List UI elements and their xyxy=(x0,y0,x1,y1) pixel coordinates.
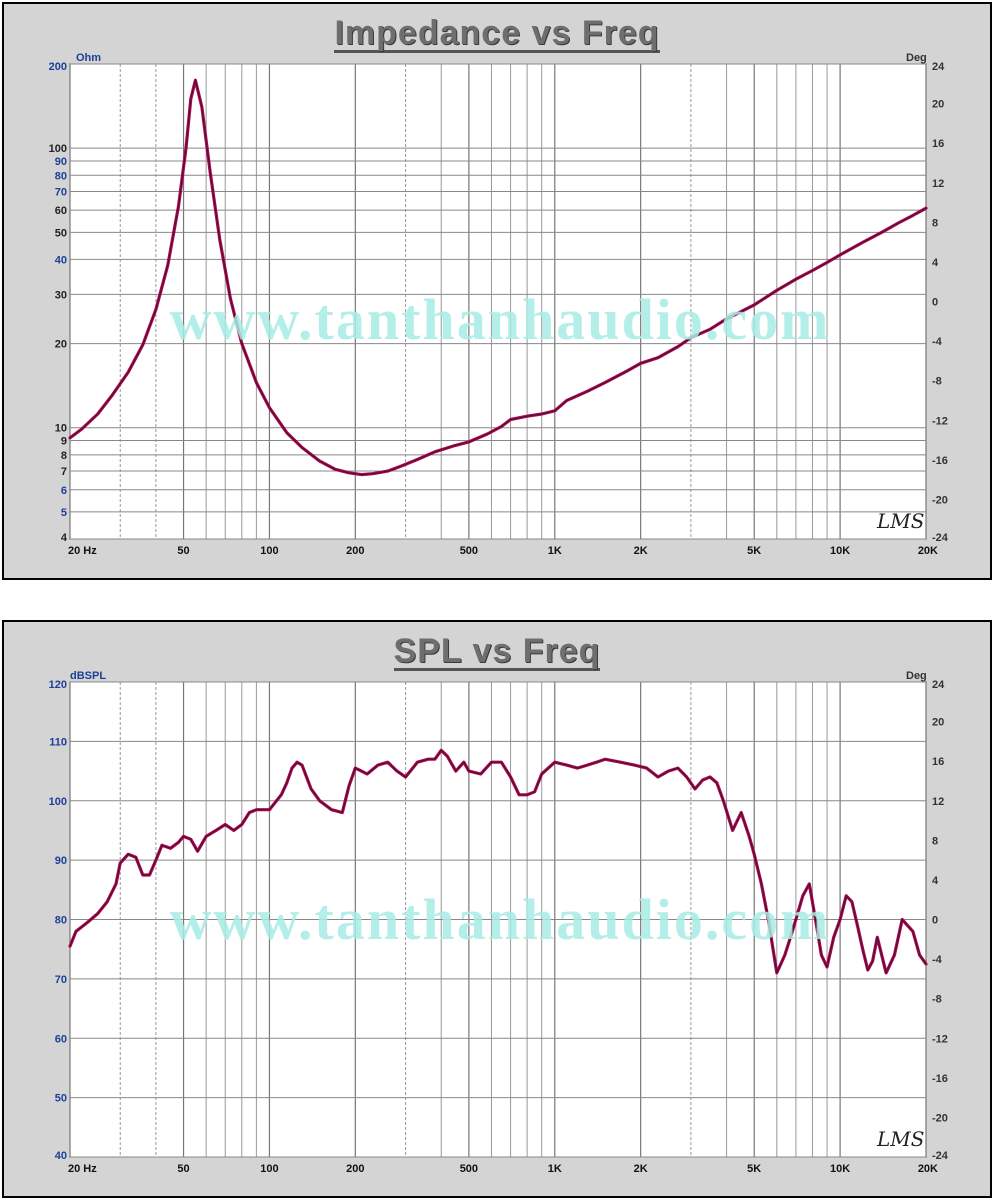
impedance-y-tick-label: 80 xyxy=(55,170,67,182)
spl-y-tick-label: 50 xyxy=(55,1093,67,1105)
spl-chart-title: SPL vs Freq xyxy=(393,632,601,671)
impedance-series-line-core xyxy=(69,79,927,476)
impedance-y-tick-label: 50 xyxy=(55,227,67,239)
spl-x-tick-label: 1K xyxy=(548,1163,562,1175)
spl-left-axis-unit: dBSPL xyxy=(70,670,107,682)
spl-grid xyxy=(69,681,927,1158)
spl-right-axis-unit: Deg xyxy=(906,670,927,682)
impedance-chart-title: Impedance vs Freq xyxy=(334,14,660,53)
impedance-y-tick-label: 9 xyxy=(61,436,67,448)
impedance-x-tick-label: 1K xyxy=(548,545,562,557)
impedance-y2-tick-label: 0 xyxy=(932,297,938,309)
impedance-y-tick-label: 5 xyxy=(61,507,67,519)
impedance-y-tick-label: 100 xyxy=(49,143,67,155)
spl-y-tick-label: 90 xyxy=(55,855,67,867)
impedance-y2-tick-label: 12 xyxy=(932,178,944,190)
impedance-x-tick-label: 20 Hz xyxy=(68,545,97,557)
impedance-right-axis-unit: Deg xyxy=(906,52,927,64)
spl-x-tick-label: 2K xyxy=(634,1163,648,1175)
impedance-y-tick-label: 4 xyxy=(61,532,68,544)
spl-y2-tick-label: 12 xyxy=(932,796,944,808)
impedance-y2-tick-label: 24 xyxy=(932,61,945,73)
spl-y-tick-label: 110 xyxy=(49,736,67,748)
spl-x-tick-label: 20 Hz xyxy=(68,1163,97,1175)
impedance-x-tick-label: 20K xyxy=(918,545,938,557)
impedance-y-tick-label: 20 xyxy=(55,339,67,351)
impedance-y-tick-label: 60 xyxy=(55,205,67,217)
impedance-y-tick-label: 7 xyxy=(61,466,67,478)
impedance-x-tick-label: 500 xyxy=(460,545,478,557)
impedance-x-tick-label: 10K xyxy=(830,545,850,557)
spl-x-tick-label: 20K xyxy=(918,1163,938,1175)
spl-series-line-core xyxy=(69,749,927,974)
spl-x-tick-label: 500 xyxy=(460,1163,478,1175)
spl-y2-tick-label: -16 xyxy=(932,1073,948,1085)
impedance-y2-tick-label: 16 xyxy=(932,138,944,150)
spl-y-tick-label: 120 xyxy=(49,679,67,691)
impedance-left-axis-unit: Ohm xyxy=(76,52,102,64)
impedance-x-tick-label: 5K xyxy=(747,545,761,557)
spl-y2-tick-label: 20 xyxy=(932,717,944,729)
spl-x-tick-label: 10K xyxy=(830,1163,850,1175)
impedance-chart-svg: 2001009080706050403020109876542420161284… xyxy=(49,61,949,557)
spl-x-tick-label: 50 xyxy=(177,1163,189,1175)
spl-y-tick-label: 80 xyxy=(55,915,67,927)
impedance-x-tick-label: 50 xyxy=(177,545,189,557)
spl-y-tick-label: 40 xyxy=(55,1150,67,1162)
impedance-y2-tick-label: 4 xyxy=(932,257,939,269)
spl-x-tick-label: 100 xyxy=(260,1163,278,1175)
spl-x-tick-label: 5K xyxy=(747,1163,761,1175)
impedance-y2-tick-label: -20 xyxy=(932,494,948,506)
spl-y2-tick-label: -12 xyxy=(932,1033,948,1045)
spl-y2-tick-label: -8 xyxy=(932,994,942,1006)
impedance-y-tick-label: 6 xyxy=(61,485,67,497)
spl-y2-tick-label: -24 xyxy=(932,1150,949,1162)
spl-y2-tick-label: 24 xyxy=(932,679,945,691)
impedance-y-tick-label: 40 xyxy=(55,254,67,266)
impedance-y2-tick-label: -16 xyxy=(932,455,948,467)
impedance-x-tick-label: 2K xyxy=(634,545,648,557)
spl-chart-panel: SPL vs Freq dBSPL Deg 120 110 100 90 80 70 60 5… xyxy=(2,620,992,1198)
impedance-y2-tick-label: -4 xyxy=(932,336,943,348)
spl-y2-tick-label: -4 xyxy=(932,954,943,966)
spl-y-tick-label: 70 xyxy=(55,974,67,986)
impedance-y2-tick-label: -8 xyxy=(932,376,942,388)
spl-y2-tick-label: 8 xyxy=(932,835,938,847)
impedance-x-tick-label: 200 xyxy=(346,545,364,557)
impedance-y2-tick-label: -24 xyxy=(932,532,949,544)
spl-y-tick-label: 60 xyxy=(55,1033,67,1045)
spl-x-tick-label: 200 xyxy=(346,1163,364,1175)
spl-y-tick-label: 100 xyxy=(49,796,67,808)
spl-chart-svg: 12011010090807060504024201612840-4-8-12-… xyxy=(49,679,949,1175)
impedance-grid xyxy=(69,63,927,540)
impedance-y-tick-label: 10 xyxy=(55,423,67,435)
impedance-x-tick-label: 100 xyxy=(260,545,278,557)
impedance-plot-area xyxy=(69,63,927,540)
spl-y2-tick-label: -20 xyxy=(932,1112,948,1124)
impedance-y2-tick-label: 8 xyxy=(932,217,938,229)
impedance-chart-panel: Impedance vs Freq Ohm Deg 200 100 90 80 70 60… xyxy=(2,2,992,580)
impedance-y-tick-label: 30 xyxy=(55,289,67,301)
lms-logo-spl: LMS xyxy=(877,1127,925,1151)
impedance-y-tick-label: 200 xyxy=(49,61,67,73)
spl-y2-tick-label: 0 xyxy=(932,915,938,927)
lms-logo-impedance: LMS xyxy=(877,509,925,533)
impedance-y-tick-label: 8 xyxy=(61,450,67,462)
impedance-y-tick-label: 70 xyxy=(55,186,67,198)
spl-y2-tick-label: 4 xyxy=(932,875,939,887)
impedance-y2-tick-label: 20 xyxy=(932,99,944,111)
spl-y2-tick-label: 16 xyxy=(932,756,944,768)
impedance-y2-tick-label: -12 xyxy=(932,415,948,427)
impedance-y-tick-label: 90 xyxy=(55,156,67,168)
